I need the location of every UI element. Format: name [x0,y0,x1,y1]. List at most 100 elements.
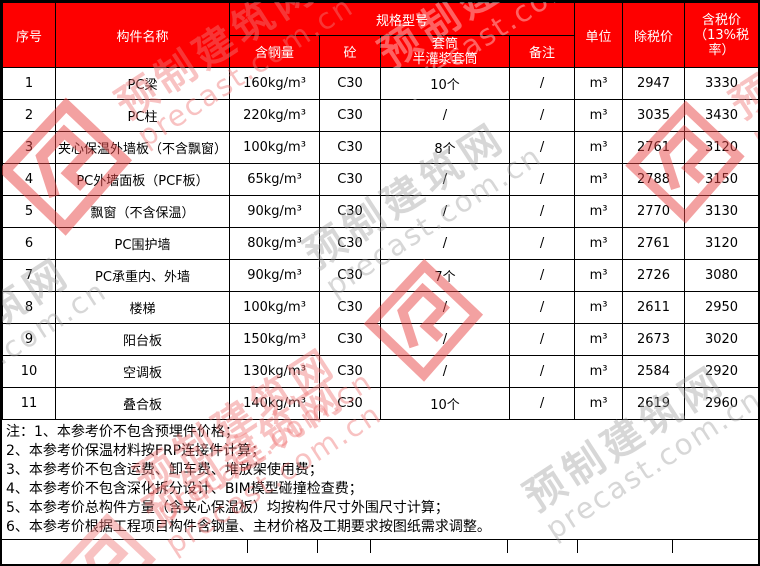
cell-unit: m³ [574,291,624,324]
cell-unit: m³ [574,387,624,420]
table-row: 10 空调板 130kg/m³ C30 / / m³ 2584 2920 [2,355,758,388]
cell-price-excl-tax: 2761 [622,227,686,260]
cell-price-excl-tax: 2770 [622,195,686,228]
cell-concrete-grade: C30 [319,355,381,388]
cell-component-name: 叠合板 [55,387,230,420]
cell-price-incl-tax: 3120 [684,227,758,260]
cell-sleeve: / [380,195,510,228]
cell-price-incl-tax: 3150 [684,163,758,196]
cell-price-incl-tax: 2920 [684,355,758,388]
table-row: 9 阳台板 150kg/m³ C30 / / m³ 2673 3020 [2,323,758,356]
cell-concrete-grade: C30 [319,99,381,132]
note-line-6: 6、本参考价根据工程项目构件含钢量、主材价格及工期要求按图纸需求调整。 [6,519,491,535]
cell-component-name: PC承重内、外墙 [55,259,230,292]
cell-price-incl-tax: 3130 [684,195,758,228]
cell-remark: / [508,131,576,164]
table-row: 7 PC承重内、外墙 90kg/m³ C30 7个 / m³ 2726 3080 [2,259,758,292]
table-row: 1 PC梁 160kg/m³ C30 10个 / m³ 2947 3330 [2,67,758,100]
cell-component-name: 楼梯 [55,291,230,324]
cell-sleeve: / [380,99,510,132]
cell-sleeve: / [380,355,510,388]
cell-steel-content: 130kg/m³ [229,355,320,388]
cell-steel-content: 65kg/m³ [229,163,320,196]
cell-unit: m³ [574,131,624,164]
col-header-unit: 单位 [574,2,624,68]
price-table: 序号 构件名称 规格型号 单位 除税价 含税价 （13%税 率） 含钢量 砼 套… [2,2,758,420]
col-header-sleeve: 套筒 半灌浆套筒 [380,35,510,68]
notes-section: 注：1、本参考价不包含预埋件价格； 2、本参考价保温材料按FRP连接件计算； 3… [2,420,758,540]
cell-price-excl-tax: 2611 [622,291,686,324]
cell-concrete-grade: C30 [319,387,381,420]
cell-unit: m³ [574,195,624,228]
table-row: 5 飘窗（不含保温） 90kg/m³ C30 / / m³ 2770 3130 [2,195,758,228]
table-row: 6 PC围护墙 80kg/m³ C30 / / m³ 2761 3120 [2,227,758,260]
cell-steel-content: 150kg/m³ [229,323,320,356]
col-header-price-inc: 含税价 （13%税 率） [684,2,758,68]
note-line-5: 5、本参考价总构件方量（含夹心保温板）均按构件尺寸外围尺寸计算； [6,500,449,516]
note-line-2: 2、本参考价保温材料按FRP连接件计算； [6,443,266,459]
cell-price-excl-tax: 2673 [622,323,686,356]
cell-steel-content: 90kg/m³ [229,259,320,292]
cell-seq: 8 [2,291,56,324]
cell-concrete-grade: C30 [319,131,381,164]
cell-price-excl-tax: 2947 [622,67,686,100]
cell-steel-content: 220kg/m³ [229,99,320,132]
cell-price-incl-tax: 3330 [684,67,758,100]
cell-steel-content: 100kg/m³ [229,131,320,164]
cell-component-name: PC外墙面板（PCF板） [55,163,230,196]
cell-remark: / [508,291,576,324]
cell-steel-content: 90kg/m³ [229,195,320,228]
col-header-spec-group: 规格型号 [228,2,576,36]
table-row: 2 PC柱 220kg/m³ C30 / / m³ 3035 3430 [2,99,758,132]
cell-seq: 7 [2,259,56,292]
cell-component-name: PC围护墙 [55,227,230,260]
col-header-remark: 备注 [508,35,576,68]
column-line-stub [577,540,578,553]
cell-concrete-grade: C30 [319,259,381,292]
note-line-1: 注：1、本参考价不包含预埋件价格； [6,424,239,440]
cell-remark: / [508,67,576,100]
cell-price-excl-tax: 2761 [622,131,686,164]
cell-unit: m³ [574,355,624,388]
cell-price-incl-tax: 3120 [684,131,758,164]
cell-component-name: PC柱 [55,99,230,132]
cell-sleeve: / [380,227,510,260]
cell-concrete-grade: C30 [319,227,381,260]
column-line-stub [672,540,673,553]
cell-seq: 1 [2,67,56,100]
note-line-4: 4、本参考价不包含深化拆分设计、BIM模型碰撞检查费； [6,481,363,497]
cell-seq: 2 [2,99,56,132]
cell-remark: / [508,99,576,132]
cell-unit: m³ [574,323,624,356]
cell-seq: 5 [2,195,56,228]
cell-component-name: 夹心保温外墙板（不含飘窗） [55,131,230,164]
cell-steel-content: 100kg/m³ [229,291,320,324]
cell-concrete-grade: C30 [319,67,381,100]
cell-remark: / [508,227,576,260]
cell-seq: 6 [2,227,56,260]
cell-price-incl-tax: 3430 [684,99,758,132]
cell-remark: / [508,195,576,228]
column-line-stub [370,540,371,553]
cell-price-incl-tax: 3080 [684,259,758,292]
cell-seq: 10 [2,355,56,388]
table-row: 4 PC外墙面板（PCF板） 65kg/m³ C30 / / m³ 2788 3… [2,163,758,196]
cell-component-name: 空调板 [55,355,230,388]
cell-sleeve: / [380,163,510,196]
cell-price-incl-tax: 3020 [684,323,758,356]
cell-sleeve: / [380,323,510,356]
cell-price-excl-tax: 2726 [622,259,686,292]
col-header-seq: 序号 [2,2,56,68]
cell-remark: / [508,163,576,196]
cell-concrete-grade: C30 [319,291,381,324]
column-line-stub [507,540,508,553]
cell-sleeve: 7个 [380,259,510,292]
cell-remark: / [508,387,576,420]
col-header-concrete: 砼 [319,35,381,68]
cell-seq: 4 [2,163,56,196]
cell-remark: / [508,355,576,388]
cell-remark: / [508,259,576,292]
cell-unit: m³ [574,227,624,260]
cell-concrete-grade: C30 [319,163,381,196]
